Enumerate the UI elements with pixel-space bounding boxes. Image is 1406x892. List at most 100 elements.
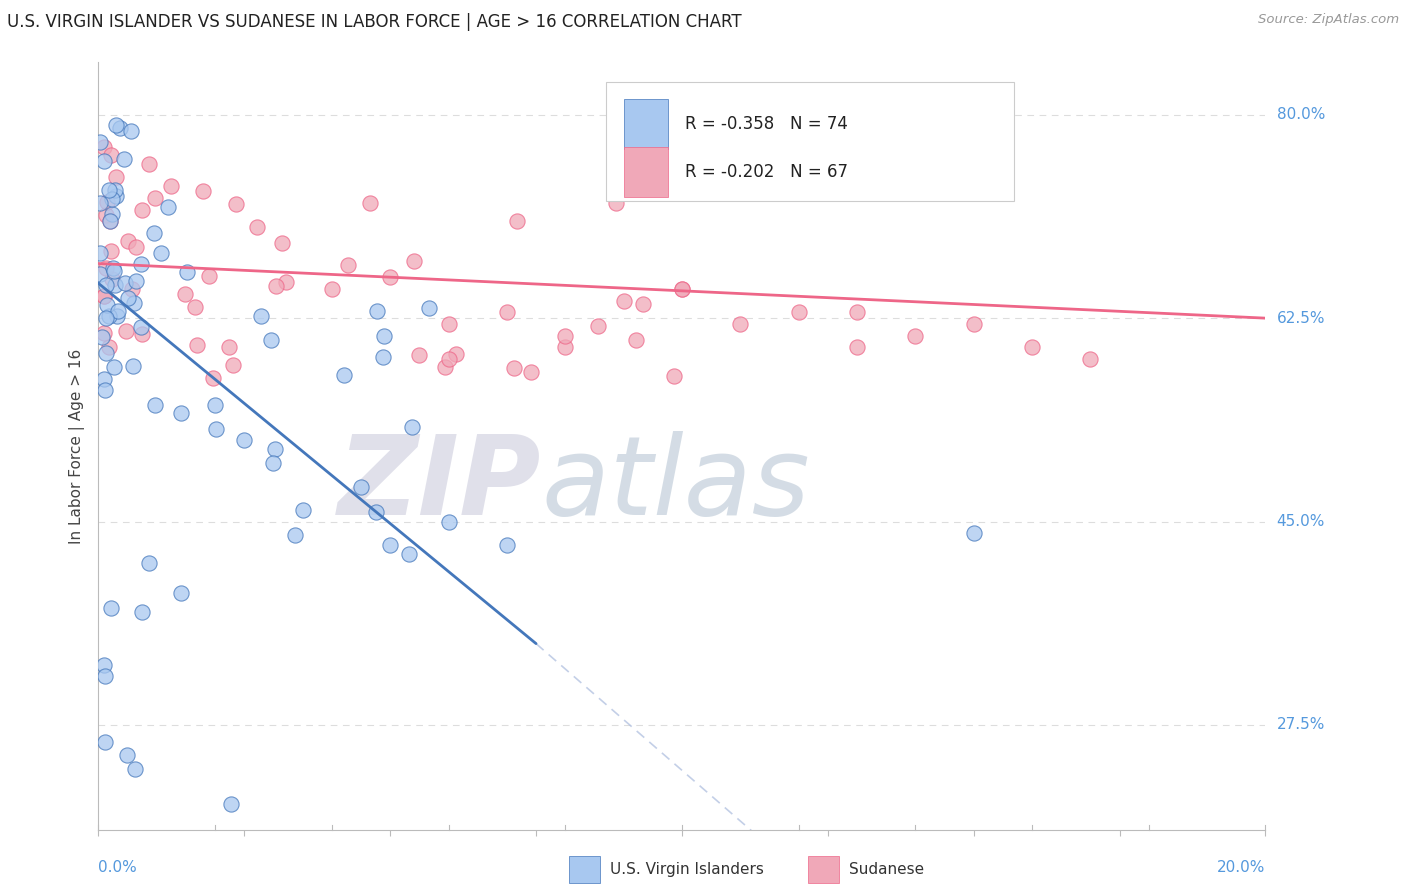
Point (503, 361, 526, 376)
Point (89, 196, 111, 211)
Point (274, 275, 297, 289)
Text: U.S. VIRGIN ISLANDER VS SUDANESE IN LABOR FORCE | AGE > 16 CORRELATION CHART: U.S. VIRGIN ISLANDER VS SUDANESE IN LABO… (7, 13, 741, 31)
FancyBboxPatch shape (624, 99, 668, 149)
Point (401, 420, 423, 434)
Point (101, 261, 124, 276)
Text: R = -0.358   N = 74: R = -0.358 N = 74 (685, 115, 848, 133)
Text: 80.0%: 80.0% (1277, 107, 1324, 122)
Point (605, 195, 627, 210)
Point (143, 226, 166, 240)
Text: 45.0%: 45.0% (1277, 514, 1324, 529)
Point (114, 276, 136, 290)
Point (586, 319, 609, 334)
Point (117, 291, 139, 305)
Point (437, 515, 460, 529)
Point (104, 278, 127, 293)
Point (408, 348, 430, 362)
Point (101, 272, 124, 286)
Point (98, 183, 121, 197)
Point (1021, 340, 1043, 354)
Point (93, 658, 115, 673)
Point (204, 398, 226, 412)
Point (225, 197, 247, 211)
Point (186, 338, 208, 352)
Text: R = -0.202   N = 67: R = -0.202 N = 67 (685, 163, 848, 181)
Point (105, 309, 128, 323)
Text: atlas: atlas (541, 431, 810, 538)
Point (284, 528, 307, 542)
Point (671, 282, 693, 296)
Point (506, 214, 529, 228)
Point (93, 140, 115, 154)
Point (787, 305, 810, 319)
Point (97, 340, 120, 354)
Point (222, 359, 245, 373)
Point (554, 340, 576, 354)
Point (554, 328, 576, 343)
Point (104, 183, 127, 197)
Point (93, 153, 115, 168)
Point (671, 282, 693, 296)
Point (380, 538, 402, 552)
Point (264, 278, 287, 293)
Point (437, 317, 460, 331)
Point (904, 328, 927, 343)
Point (94, 346, 117, 360)
Point (101, 207, 124, 221)
Point (93, 289, 115, 303)
Point (96, 209, 118, 223)
Point (96, 194, 118, 209)
Point (121, 359, 143, 373)
Point (89, 135, 111, 149)
Point (125, 240, 148, 254)
Text: Sudanese: Sudanese (849, 863, 924, 877)
Point (101, 192, 124, 206)
Point (160, 178, 183, 193)
Point (626, 334, 648, 348)
Point (93, 371, 115, 385)
Point (846, 340, 869, 354)
Point (98, 214, 121, 228)
Point (143, 398, 166, 412)
Point (662, 369, 685, 384)
Point (962, 526, 984, 541)
Point (138, 157, 160, 171)
Point (444, 347, 467, 361)
Point (184, 301, 207, 315)
Point (94, 669, 117, 683)
Point (262, 457, 284, 471)
Point (103, 264, 125, 278)
Point (380, 270, 402, 285)
Point (114, 324, 136, 338)
Point (205, 422, 228, 436)
Text: 62.5%: 62.5% (1277, 310, 1324, 326)
Point (105, 189, 128, 203)
Point (321, 282, 343, 296)
Point (103, 360, 125, 375)
Point (496, 305, 519, 319)
Point (174, 287, 197, 301)
Point (373, 329, 395, 343)
Point (373, 351, 395, 365)
Point (350, 480, 373, 494)
Point (246, 219, 269, 234)
Point (96, 277, 118, 292)
Point (366, 303, 388, 318)
Point (404, 254, 426, 268)
Point (249, 309, 271, 323)
Point (100, 244, 122, 259)
Point (98, 213, 121, 227)
Point (962, 317, 984, 331)
Point (93, 288, 115, 302)
Point (496, 538, 519, 552)
Point (366, 505, 388, 519)
Point (94, 311, 117, 326)
FancyBboxPatch shape (624, 147, 668, 197)
Point (170, 586, 193, 600)
Point (94, 260, 117, 275)
Point (108, 120, 131, 135)
Point (846, 305, 869, 319)
Text: 20.0%: 20.0% (1218, 860, 1265, 875)
Point (105, 170, 128, 185)
Point (129, 319, 152, 334)
